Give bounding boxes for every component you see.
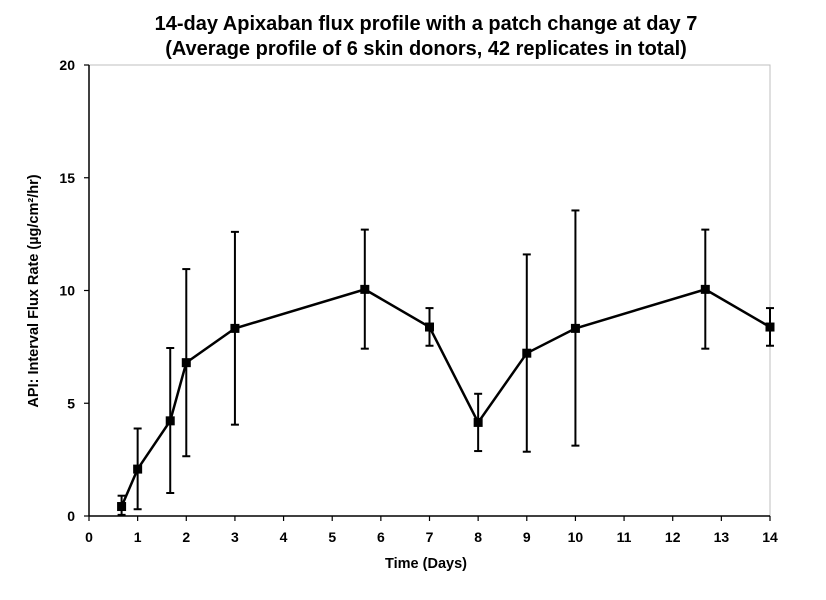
chart-title-line-2: (Average profile of 6 skin donors, 42 re… bbox=[165, 38, 687, 60]
y-axis-label: API: Interval Flux Rate (µg/cm²/hr) bbox=[26, 174, 42, 407]
x-tick-label: 14 bbox=[762, 529, 778, 545]
x-tick-label: 2 bbox=[182, 529, 190, 545]
data-point bbox=[230, 323, 240, 333]
data-point bbox=[133, 464, 143, 474]
x-tick-label: 1 bbox=[134, 529, 142, 545]
x-tick-label: 13 bbox=[714, 529, 730, 545]
x-axis-label: Time (Days) bbox=[385, 556, 467, 572]
data-point bbox=[700, 284, 710, 294]
y-ticks: 0 5 10 15 20 bbox=[59, 57, 89, 524]
series-line bbox=[120, 288, 771, 508]
chart-title-line-1: 14-day Apixaban flux profile with a patc… bbox=[155, 13, 698, 35]
y-tick-label: 15 bbox=[59, 170, 75, 186]
x-tick-label: 12 bbox=[665, 529, 681, 545]
data-point bbox=[117, 502, 127, 512]
y-tick-label: 20 bbox=[59, 57, 75, 73]
y-tick-label: 0 bbox=[67, 508, 75, 524]
data-point bbox=[522, 348, 532, 358]
data-point bbox=[473, 417, 483, 427]
x-tick-label: 0 bbox=[85, 529, 93, 545]
x-tick-label: 5 bbox=[328, 529, 336, 545]
x-tick-label: 8 bbox=[474, 529, 482, 545]
data-point bbox=[425, 322, 434, 332]
data-point bbox=[570, 323, 580, 333]
x-tick-label: 3 bbox=[231, 529, 239, 545]
series-group bbox=[117, 209, 775, 516]
x-tick-label: 10 bbox=[568, 529, 584, 545]
x-tick-label: 9 bbox=[523, 529, 531, 545]
y-tick-label: 10 bbox=[59, 283, 75, 299]
x-tick-label: 7 bbox=[426, 529, 434, 545]
x-ticks: 0 1 2 3 4 5 6 7 8 9 10 11 12 13 14 bbox=[85, 516, 778, 545]
x-tick-label: 11 bbox=[617, 529, 632, 545]
plot-area bbox=[88, 64, 771, 517]
data-point bbox=[360, 284, 370, 294]
data-point bbox=[165, 416, 175, 426]
data-point bbox=[765, 322, 775, 332]
y-tick-label: 5 bbox=[67, 395, 75, 411]
x-tick-label: 6 bbox=[377, 529, 385, 545]
data-point bbox=[181, 358, 191, 368]
x-tick-label: 4 bbox=[280, 529, 288, 545]
